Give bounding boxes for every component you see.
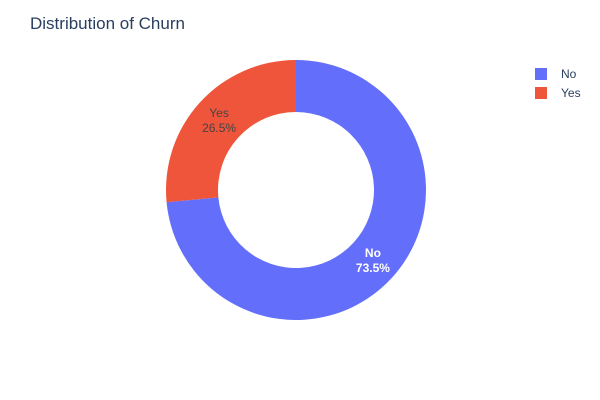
chart-title: Distribution of Churn [30,14,185,33]
slice-label-percent: 73.5% [356,261,390,275]
legend-label-no: No [561,67,577,81]
legend-swatch-no [535,68,547,80]
legend-item-no[interactable]: No [535,67,577,81]
slice-label-category: Yes [209,106,229,120]
donut-slice-labels: No 73.5% Yes 26.5% [202,106,390,275]
legend: No Yes [535,67,581,100]
slice-no[interactable] [166,60,426,320]
legend-item-yes[interactable]: Yes [535,86,581,100]
slice-yes[interactable] [166,60,296,203]
slice-label-no: No 73.5% [356,246,390,275]
slice-label-percent: 26.5% [202,121,236,135]
donut-slices [166,60,426,320]
legend-label-yes: Yes [561,86,581,100]
legend-swatch-yes [535,87,547,99]
slice-label-yes: Yes 26.5% [202,106,236,135]
slice-label-category: No [365,246,381,260]
